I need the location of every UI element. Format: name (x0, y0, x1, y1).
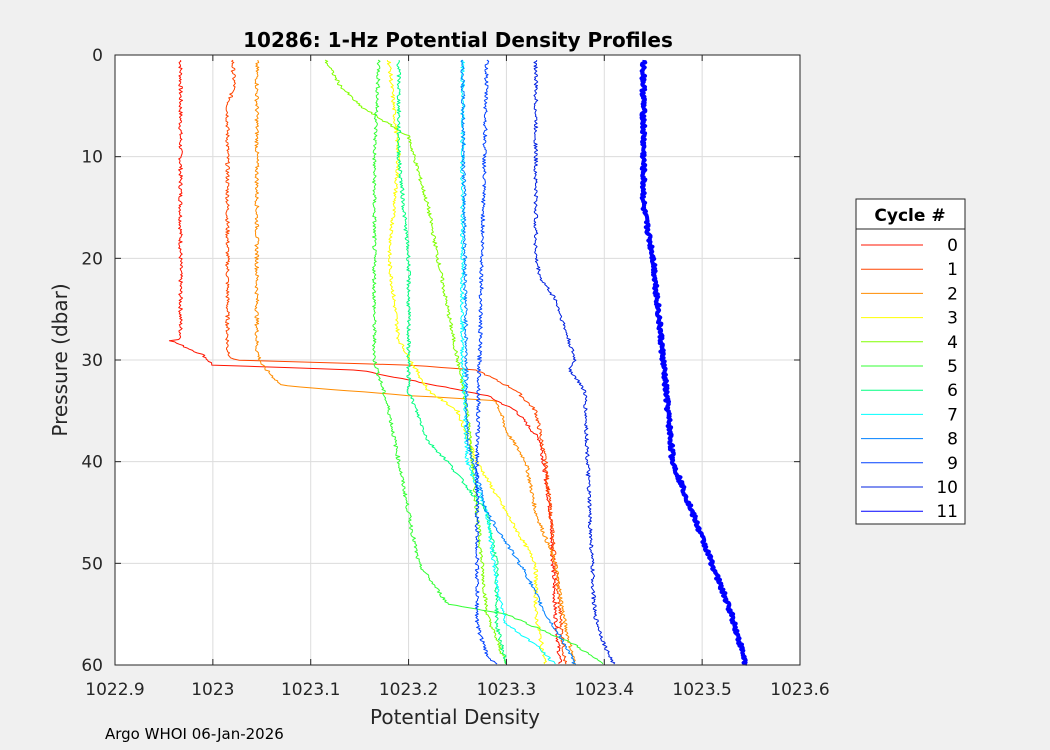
legend-label: 10 (936, 478, 958, 498)
y-axis-label: Pressure (dbar) (48, 283, 72, 436)
x-tick-label: 1023 (191, 680, 234, 700)
x-tick-label: 1023.2 (379, 680, 438, 700)
y-tick-label: 0 (92, 46, 103, 66)
series-line-cycle-10 (533, 59, 616, 665)
y-tick-label: 20 (81, 249, 103, 269)
legend: Cycle # 0 1 2 3 4 5 6 7 8 9 10 11 (855, 198, 966, 525)
series-lines (168, 59, 748, 666)
footer-credit: Argo WHOI 06-Jan-2026 (105, 725, 284, 743)
legend-title: Cycle # (874, 206, 945, 226)
legend-label: 1 (947, 260, 958, 280)
x-tick-label: 1023.4 (575, 680, 634, 700)
legend-label: 9 (947, 454, 958, 474)
legend-label: 3 (947, 309, 958, 329)
y-tick-label: 10 (81, 148, 103, 168)
legend-label: 11 (936, 502, 958, 522)
ticks: 1022.9 1023 1023.1 1023.2 1023.3 1023.4 1023.5… (81, 46, 829, 700)
x-tick-label: 1023.5 (672, 680, 731, 700)
series-line-cycle-3 (386, 60, 547, 665)
series-line-cycle-5 (371, 59, 604, 665)
y-tick-label: 50 (81, 554, 103, 574)
legend-label: 2 (947, 284, 958, 304)
legend-label: 0 (947, 236, 958, 256)
y-tick-label: 40 (81, 453, 103, 473)
x-tick-label: 1023.1 (281, 680, 340, 700)
x-tick-label: 1023.6 (770, 680, 829, 700)
x-axis-label: Potential Density (370, 705, 540, 729)
series-line-cycle-9 (474, 59, 498, 665)
series-line-cycle-7 (459, 59, 556, 665)
series-line-cycle-6 (396, 59, 507, 665)
series-line-cycle-8 (460, 59, 576, 665)
chart-title: 10286: 1-Hz Potential Density Profiles (243, 28, 673, 52)
legend-label: 6 (947, 381, 958, 401)
x-tick-label: 1023.3 (477, 680, 536, 700)
series-line-cycle-11 (639, 59, 748, 666)
series-line-cycle-0 (168, 59, 563, 665)
legend-label: 7 (947, 405, 958, 425)
series-line-cycle-2 (254, 59, 576, 665)
legend-label: 8 (947, 430, 958, 450)
legend-label: 5 (947, 357, 958, 377)
x-tick-label: 1022.9 (85, 680, 144, 700)
y-tick-label: 60 (81, 656, 103, 676)
legend-label: 4 (947, 333, 958, 353)
y-tick-label: 30 (81, 351, 103, 371)
series-line-cycle-4 (324, 59, 508, 665)
